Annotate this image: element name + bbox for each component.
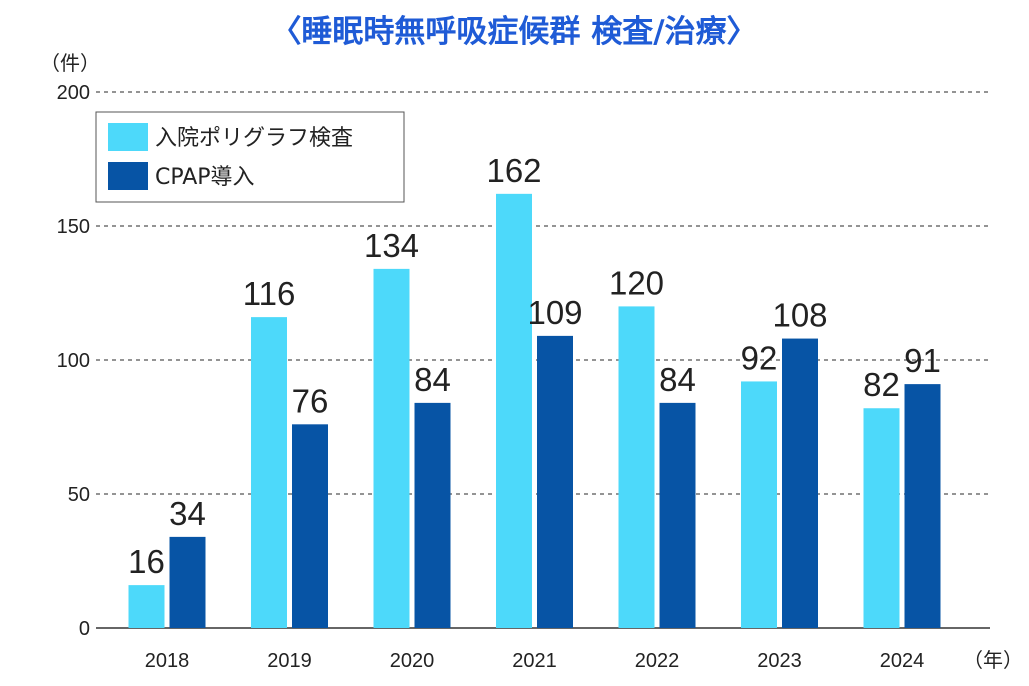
legend-label-inpatient-psg: 入院ポリグラフ検査 bbox=[155, 126, 353, 151]
data-label-inpatient-psg-2018: 16 bbox=[128, 543, 165, 580]
x-tick-2018: 2018 bbox=[145, 650, 190, 672]
data-label-inpatient-psg-2024: 82 bbox=[863, 366, 900, 403]
data-label-inpatient-psg-2022: 120 bbox=[609, 264, 664, 301]
y-tick-50: 50 bbox=[68, 484, 90, 506]
bar-inpatient-psg-2021 bbox=[496, 193, 532, 628]
data-label-cpap-2021: 109 bbox=[527, 294, 582, 331]
data-label-cpap-2019: 76 bbox=[292, 382, 329, 419]
x-tick-2021: 2021 bbox=[512, 650, 557, 672]
bars bbox=[128, 193, 941, 628]
bar-cpap-2018 bbox=[169, 536, 206, 628]
legend: 入院ポリグラフ検査 CPAP導入 bbox=[95, 111, 405, 203]
y-tick-200: 200 bbox=[57, 82, 90, 104]
legend-swatch-inpatient-psg bbox=[108, 123, 148, 151]
x-tick-2022: 2022 bbox=[635, 650, 680, 672]
bar-inpatient-psg-2024 bbox=[863, 408, 900, 628]
bar-inpatient-psg-2022 bbox=[618, 306, 655, 628]
bar-inpatient-psg-2018 bbox=[128, 585, 165, 628]
data-label-cpap-2020: 84 bbox=[414, 361, 451, 398]
x-axis-unit: （年） bbox=[963, 648, 1023, 672]
bar-inpatient-psg-2020 bbox=[373, 268, 410, 628]
bar-cpap-2019 bbox=[292, 424, 328, 628]
y-tick-150: 150 bbox=[57, 216, 90, 238]
bar-inpatient-psg-2023 bbox=[741, 381, 777, 628]
legend-swatch-cpap bbox=[108, 162, 148, 190]
data-label-cpap-2022: 84 bbox=[659, 361, 696, 398]
y-tick-0: 0 bbox=[79, 618, 90, 640]
x-tick-2023: 2023 bbox=[757, 650, 802, 672]
data-label-inpatient-psg-2019: 116 bbox=[243, 275, 296, 312]
bar-cpap-2020 bbox=[414, 402, 451, 628]
data-label-inpatient-psg-2021: 162 bbox=[486, 152, 541, 189]
chart-title: 〈睡眠時無呼吸症候群 検査/治療〉 bbox=[270, 14, 757, 50]
y-tick-100: 100 bbox=[57, 350, 90, 372]
data-label-cpap-2024: 91 bbox=[904, 342, 941, 379]
data-label-cpap-2018: 34 bbox=[169, 495, 206, 532]
bar-cpap-2023 bbox=[782, 338, 818, 628]
bar-cpap-2021 bbox=[537, 335, 573, 628]
data-label-inpatient-psg-2023: 92 bbox=[741, 339, 778, 376]
bar-cpap-2022 bbox=[659, 402, 696, 628]
bar-cpap-2024 bbox=[904, 384, 941, 628]
y-tick-labels: 0 50 100 150 200 bbox=[57, 82, 90, 640]
data-label-inpatient-psg-2020: 134 bbox=[364, 227, 419, 264]
legend-label-cpap: CPAP導入 bbox=[155, 165, 255, 190]
x-tick-2024: 2024 bbox=[880, 650, 925, 672]
bar-inpatient-psg-2019 bbox=[251, 317, 287, 628]
x-tick-2020: 2020 bbox=[390, 650, 435, 672]
category-labels: 2018 2019 2020 2021 2022 2023 2024 bbox=[145, 650, 925, 672]
y-axis-unit: （件） bbox=[40, 51, 100, 75]
data-label-cpap-2023: 108 bbox=[772, 297, 827, 334]
x-tick-2019: 2019 bbox=[267, 650, 312, 672]
